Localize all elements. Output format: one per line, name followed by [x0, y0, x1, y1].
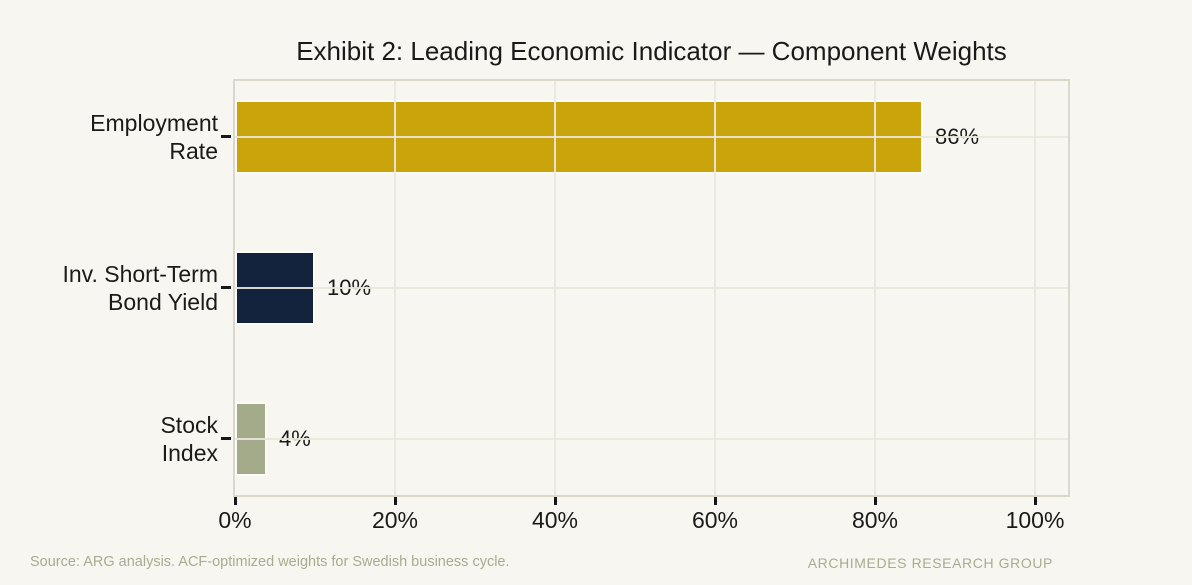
- x-tick-label: 0%: [218, 507, 252, 533]
- x-axis-tick: [393, 497, 397, 505]
- category-label-inv-short-term-bond-yield: Inv. Short-Term Bond Yield: [62, 261, 219, 315]
- plot-area: [233, 79, 1070, 497]
- category-label-employment-rate: Employment Rate: [90, 110, 218, 164]
- x-tick-label: 40%: [531, 507, 579, 533]
- horizontal-gridline: [235, 136, 1068, 138]
- category-label-stock-index: Stock Index: [160, 412, 218, 466]
- horizontal-gridline: [235, 287, 1068, 289]
- y-axis-tick: [221, 437, 231, 440]
- source-note: Source: ARG analysis. ACF-optimized weig…: [30, 554, 510, 570]
- x-axis-tick: [713, 497, 717, 505]
- x-axis-tick: [233, 497, 237, 505]
- chart-title: Exhibit 2: Leading Economic Indicator — …: [296, 36, 1007, 66]
- x-tick-label: 20%: [371, 507, 419, 533]
- x-tick-label: 100%: [1005, 507, 1065, 533]
- y-axis-tick: [221, 286, 231, 289]
- x-tick-label: 60%: [691, 507, 739, 533]
- horizontal-gridline: [235, 438, 1068, 440]
- x-tick-label: 80%: [851, 507, 899, 533]
- x-axis-tick: [873, 497, 877, 505]
- brand-label: ARCHIMEDES RESEARCH GROUP: [807, 555, 1053, 571]
- x-axis-tick: [553, 497, 557, 505]
- x-axis-tick: [1033, 497, 1037, 505]
- y-axis-tick: [221, 135, 231, 138]
